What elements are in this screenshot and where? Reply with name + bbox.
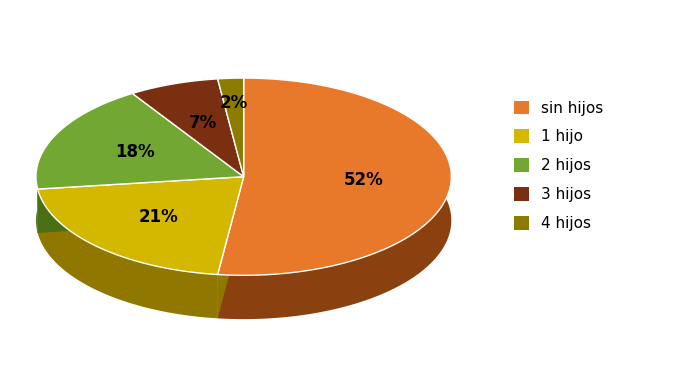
- Text: 18%: 18%: [115, 144, 154, 161]
- Polygon shape: [132, 79, 244, 177]
- Text: 52%: 52%: [344, 171, 384, 189]
- Polygon shape: [218, 79, 244, 220]
- Polygon shape: [218, 78, 451, 319]
- Polygon shape: [36, 93, 132, 233]
- Polygon shape: [218, 79, 244, 220]
- Polygon shape: [132, 93, 244, 220]
- Polygon shape: [218, 177, 244, 318]
- Polygon shape: [132, 79, 218, 137]
- Text: 7%: 7%: [189, 114, 217, 132]
- Polygon shape: [218, 177, 244, 318]
- Polygon shape: [218, 78, 451, 275]
- Polygon shape: [38, 189, 218, 318]
- Polygon shape: [132, 93, 244, 220]
- Polygon shape: [218, 78, 244, 177]
- Polygon shape: [38, 177, 244, 233]
- Polygon shape: [38, 177, 244, 233]
- Text: 2%: 2%: [220, 94, 248, 112]
- Text: 21%: 21%: [138, 208, 179, 226]
- Polygon shape: [36, 93, 244, 189]
- Polygon shape: [38, 177, 244, 275]
- Legend: sin hijos, 1 hijo, 2 hijos, 3 hijos, 4 hijos: sin hijos, 1 hijo, 2 hijos, 3 hijos, 4 h…: [507, 95, 610, 237]
- Polygon shape: [218, 78, 244, 123]
